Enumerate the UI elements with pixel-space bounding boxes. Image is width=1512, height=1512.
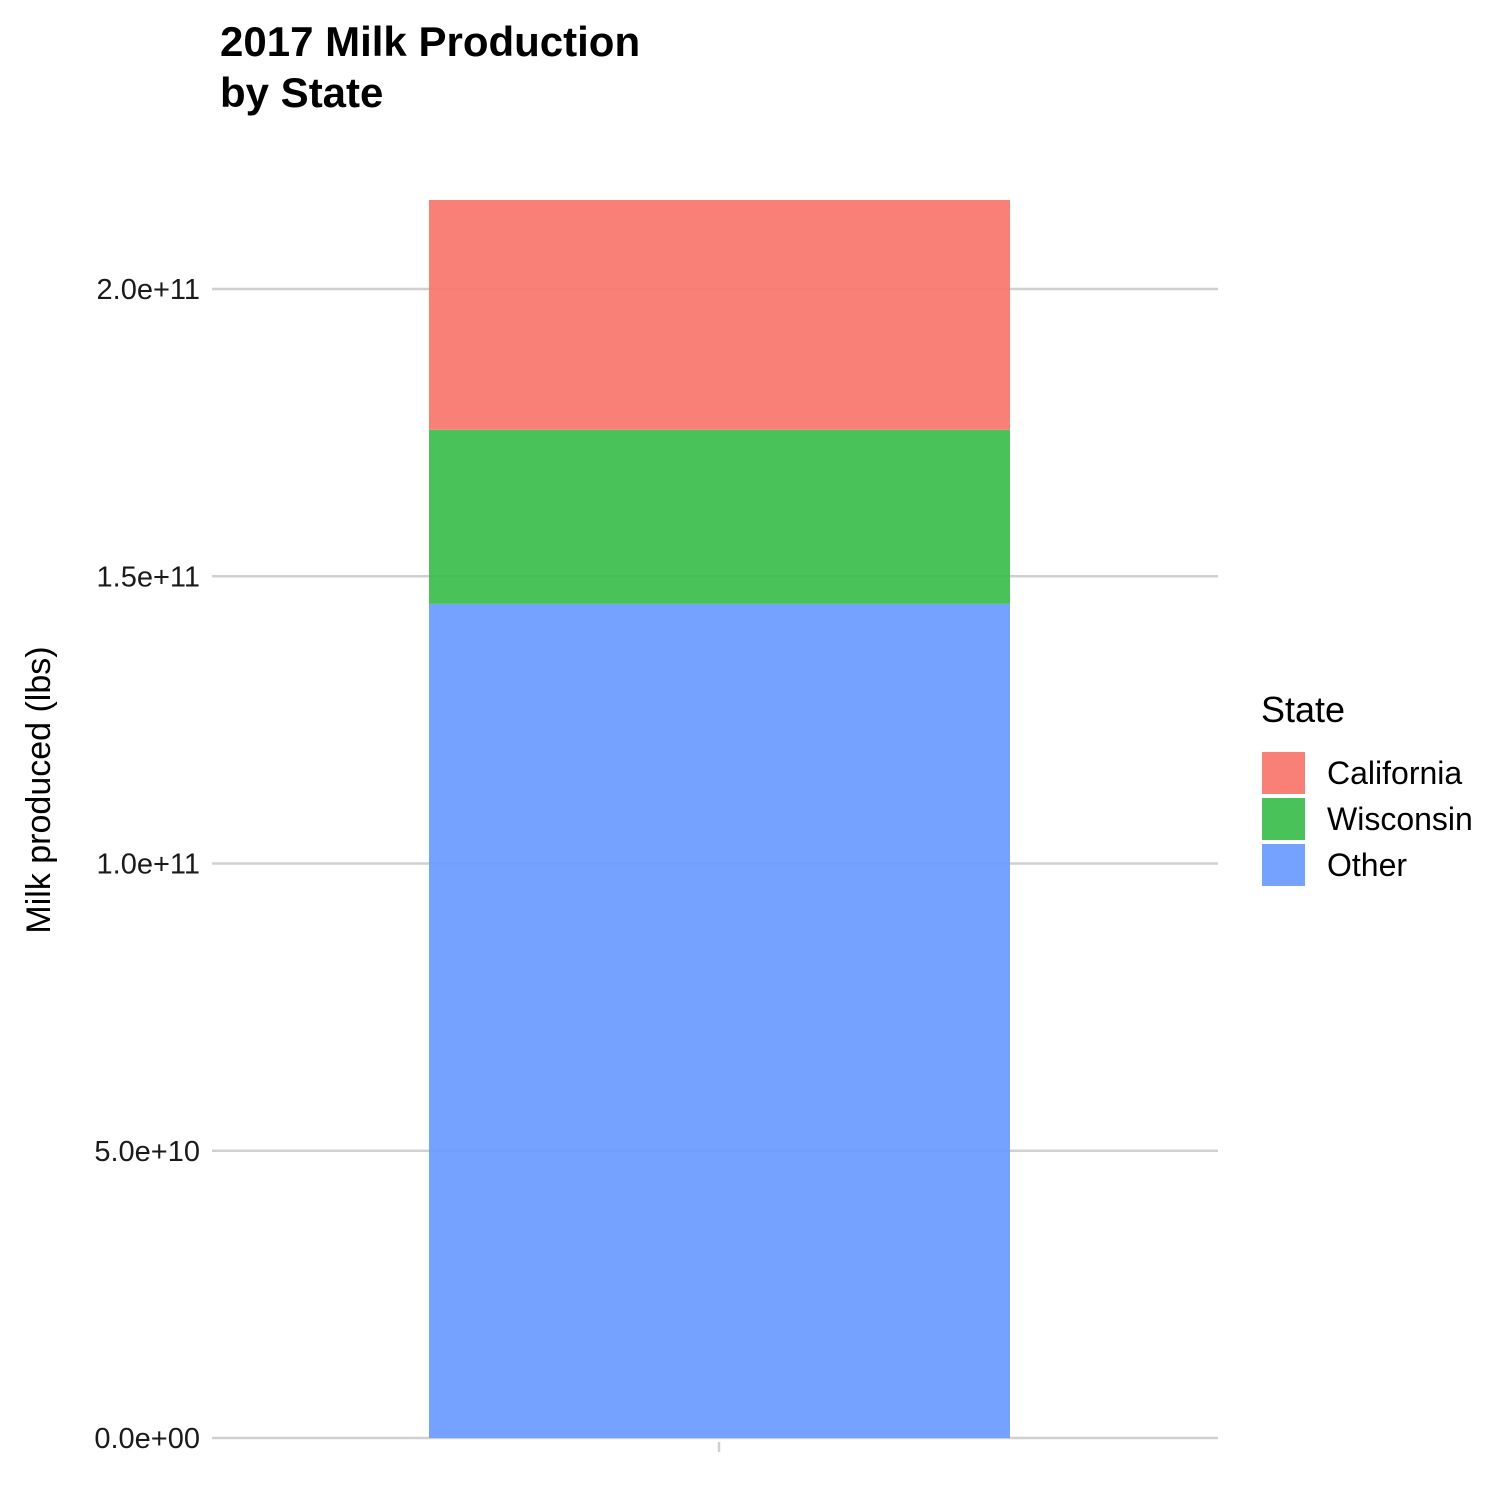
legend-label-other: Other bbox=[1327, 847, 1407, 883]
bar-segment-wisconsin bbox=[429, 429, 1010, 604]
legend-swatch-other bbox=[1262, 844, 1305, 886]
bar-segment-other bbox=[429, 603, 1010, 1438]
legend: California Wisconsin Other bbox=[1262, 752, 1473, 886]
bar-segments bbox=[429, 200, 1010, 1438]
chart-title-line-1: 2017 Milk Production bbox=[220, 18, 640, 65]
y-tick-label: 2.0e+11 bbox=[97, 274, 200, 306]
legend-label-california: California bbox=[1327, 755, 1462, 791]
legend-label-wisconsin: Wisconsin bbox=[1327, 801, 1473, 837]
legend-title: State bbox=[1261, 689, 1345, 730]
y-tick-label: 1.5e+11 bbox=[97, 561, 200, 593]
chart-title-line-2: by State bbox=[220, 69, 383, 116]
bar-segment-california bbox=[429, 200, 1010, 430]
y-tick-labels: 0.0e+00 5.0e+10 1.0e+11 1.5e+11 2.0e+11 bbox=[94, 274, 200, 1455]
legend-swatch-wisconsin bbox=[1262, 798, 1305, 840]
legend-swatch-california bbox=[1262, 752, 1305, 794]
y-tick-label: 0.0e+00 bbox=[94, 1423, 200, 1455]
y-axis-title: Milk produced (lbs) bbox=[20, 646, 58, 933]
y-tick-label: 5.0e+10 bbox=[94, 1136, 200, 1168]
y-tick-label: 1.0e+11 bbox=[97, 849, 200, 881]
